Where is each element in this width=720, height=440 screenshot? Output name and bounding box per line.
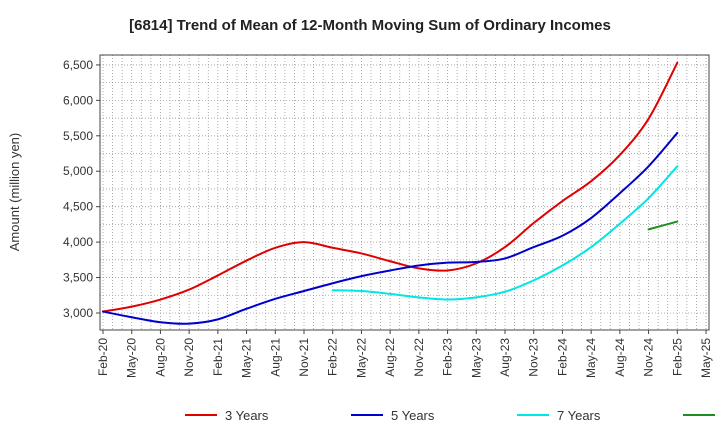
legend-label-3-years: 3 Years <box>225 408 269 423</box>
x-tick-label: May-21 <box>240 338 254 378</box>
x-tick-label: Nov-20 <box>182 338 196 377</box>
series-line-5-years <box>102 131 679 325</box>
y-tick-label: 3,000 <box>63 306 93 320</box>
x-tick-label: Feb-20 <box>96 338 110 376</box>
chart-title: [6814] Trend of Mean of 12-Month Moving … <box>129 17 611 34</box>
y-tick-label: 4,000 <box>63 235 93 249</box>
x-tick-label: Aug-21 <box>268 338 282 377</box>
plot-area <box>99 54 710 331</box>
x-tick-label: Nov-22 <box>412 338 426 377</box>
x-tick-label: Aug-22 <box>383 338 397 377</box>
y-tick-label: 5,500 <box>63 129 93 143</box>
x-tick-label: Feb-22 <box>326 338 340 376</box>
x-tick-label: May-22 <box>354 338 368 378</box>
series-lines <box>102 61 679 325</box>
x-tick-label: May-23 <box>469 338 483 378</box>
legend-label-5-years: 5 Years <box>391 408 435 423</box>
x-tick-label: Feb-24 <box>555 338 569 376</box>
y-tick-label: 3,500 <box>63 271 93 285</box>
x-tick-label: May-25 <box>699 338 713 378</box>
x-tick-label: Nov-23 <box>527 338 541 377</box>
series-line-10-years <box>647 220 679 231</box>
x-tick-label: Aug-23 <box>498 338 512 377</box>
y-tick-label: 6,000 <box>63 93 93 107</box>
series-line-7-years <box>331 165 679 301</box>
x-tick-label: Feb-25 <box>670 338 684 376</box>
y-tick-label: 4,500 <box>63 200 93 214</box>
x-axis: Feb-20 May-20 Aug-20 Nov-20 Feb-21 May-21 Aug-… <box>96 330 713 378</box>
legend-label-7-years: 7 Years <box>557 408 601 423</box>
x-tick-label: May-24 <box>584 338 598 378</box>
x-tick-label: Feb-23 <box>441 338 455 376</box>
x-tick-label: Feb-21 <box>211 338 225 376</box>
y-tick-label: 5,000 <box>63 164 93 178</box>
x-tick-label: Aug-20 <box>153 338 167 377</box>
x-tick-label: Nov-21 <box>297 338 311 377</box>
series-line-3-years <box>102 61 679 313</box>
grid-lines <box>100 55 709 330</box>
x-tick-label: Nov-24 <box>642 338 656 377</box>
y-tick-label: 6,500 <box>63 58 93 72</box>
x-tick-label: May-20 <box>125 338 139 378</box>
y-axis: 3,000 3,500 4,000 4,500 5,000 5,500 6,000 6,500 <box>63 58 100 320</box>
x-tick-label: Aug-24 <box>613 338 627 377</box>
y-axis-label: Amount (million yen) <box>7 133 22 252</box>
